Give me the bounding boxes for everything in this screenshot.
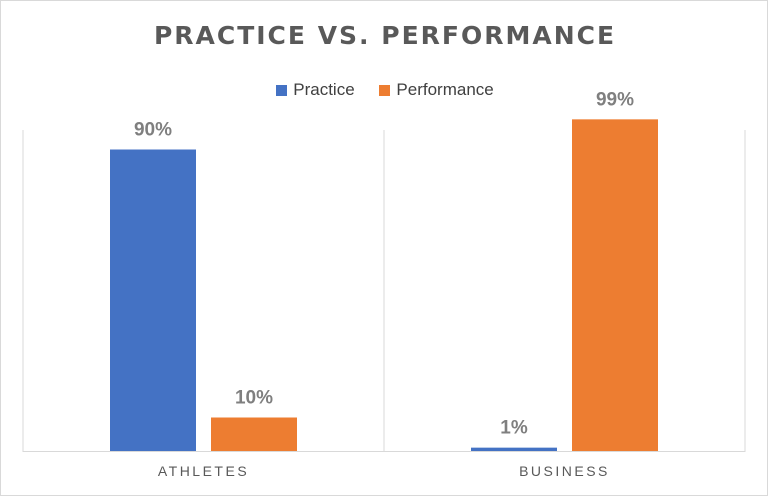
data-labels-group: 90% 10% 1% 99% — [134, 89, 634, 438]
legend-item-practice: Practice — [276, 80, 355, 100]
bar-performance-business — [572, 119, 658, 451]
x-tick-labels-group: ATHLETES BUSINESS — [158, 463, 610, 479]
x-tick-label-business: BUSINESS — [519, 463, 610, 479]
x-tick-label-athletes: ATHLETES — [158, 463, 249, 479]
bar-performance-athletes — [211, 417, 297, 451]
plot-grid — [22, 130, 746, 452]
data-label-practice-business: 1% — [500, 418, 528, 439]
bar-practice-athletes — [110, 149, 196, 451]
legend-item-performance: Performance — [379, 80, 494, 100]
chart-title: PRACTICE VS. PERFORMANCE — [153, 21, 617, 50]
chart-legend: Practice Performance — [1, 80, 768, 101]
legend-swatch-performance — [379, 84, 391, 96]
bar-practice-business — [471, 447, 557, 451]
legend-label-performance: Performance — [396, 80, 494, 99]
data-label-practice-athletes: 90% — [134, 120, 172, 141]
bars-group — [110, 119, 658, 451]
data-label-performance-business: 99% — [596, 89, 634, 110]
legend-label-practice: Practice — [293, 80, 355, 99]
data-label-performance-athletes: 10% — [235, 388, 273, 409]
legend-swatch-practice — [276, 84, 288, 96]
